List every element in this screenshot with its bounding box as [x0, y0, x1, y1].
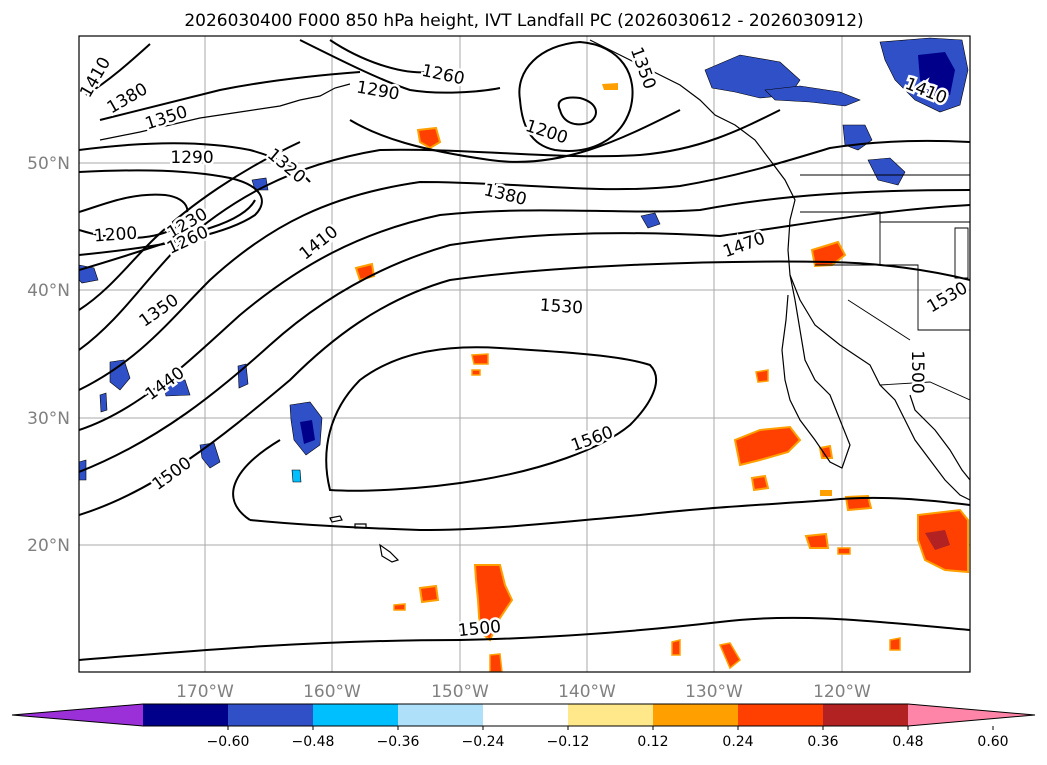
colorbar-segment [143, 704, 228, 726]
colorbar-segment [398, 704, 483, 726]
lon-tick-label: 130°W [685, 682, 743, 702]
colorbar-tick-label: 0.12 [637, 734, 668, 750]
colorbar-extend-high [908, 704, 1035, 726]
colorbar-segment [568, 704, 653, 726]
colorbar-extend-low [12, 704, 143, 726]
lon-tick-label: 170°W [176, 682, 234, 702]
lat-tick-label: 30°N [27, 409, 70, 429]
colorbar-tick-label: −0.36 [377, 734, 420, 750]
colorbar-tick-label: 0.48 [892, 734, 923, 750]
latitude-labels: 50°N 40°N 30°N 20°N [27, 154, 70, 556]
colorbar-tick-label: −0.24 [462, 734, 505, 750]
lon-tick-label: 160°W [303, 682, 361, 702]
lat-tick-label: 50°N [27, 154, 70, 174]
height-contours [79, 39, 970, 661]
map-area: 1410 1380 1350 1290 1320 1200 1230 1260 … [78, 35, 971, 673]
lat-tick-label: 40°N [27, 281, 70, 301]
colorbar-tick-label: 0.24 [722, 734, 753, 750]
map-title: 2026030400 F000 850 hPa height, IVT Land… [184, 11, 863, 31]
colorbar-tick-labels: −0.60 −0.48 −0.36 −0.24 −0.12 0.12 0.24 0.36 0.4… [207, 726, 1009, 750]
contour-label: 1530 [539, 296, 584, 319]
lat-tick-label: 20°N [27, 536, 70, 556]
ivt-negative-patches [79, 37, 969, 483]
contour-label: 1500 [907, 350, 927, 393]
contour-label: 1200 [93, 224, 138, 247]
political-borders [800, 174, 970, 401]
colorbar-segments [11, 703, 1036, 727]
colorbar-segment [738, 704, 823, 726]
colorbar-segment [228, 704, 313, 726]
colorbar-segment [483, 704, 568, 726]
colorbar-tick-label: 0.36 [807, 734, 838, 750]
colorbar-tick-label: −0.48 [292, 734, 335, 750]
colorbar-segment [823, 704, 908, 726]
ivt-positive-patches [354, 83, 969, 672]
colorbar: −0.60 −0.48 −0.36 −0.24 −0.12 0.12 0.24 0.36 0.4… [11, 703, 1036, 750]
contour-label: 1290 [170, 148, 213, 168]
longitude-labels: 170°W 160°W 150°W 140°W 130°W 120°W [176, 682, 871, 702]
colorbar-segment [653, 704, 738, 726]
lon-tick-label: 140°W [558, 682, 616, 702]
colorbar-tick-label: 0.60 [977, 734, 1008, 750]
lon-tick-label: 120°W [813, 682, 871, 702]
colorbar-tick-label: −0.60 [207, 734, 250, 750]
colorbar-segment [313, 704, 398, 726]
colorbar-tick-label: −0.12 [547, 734, 590, 750]
colorbar-outline [11, 703, 1036, 727]
lon-tick-label: 150°W [431, 682, 489, 702]
